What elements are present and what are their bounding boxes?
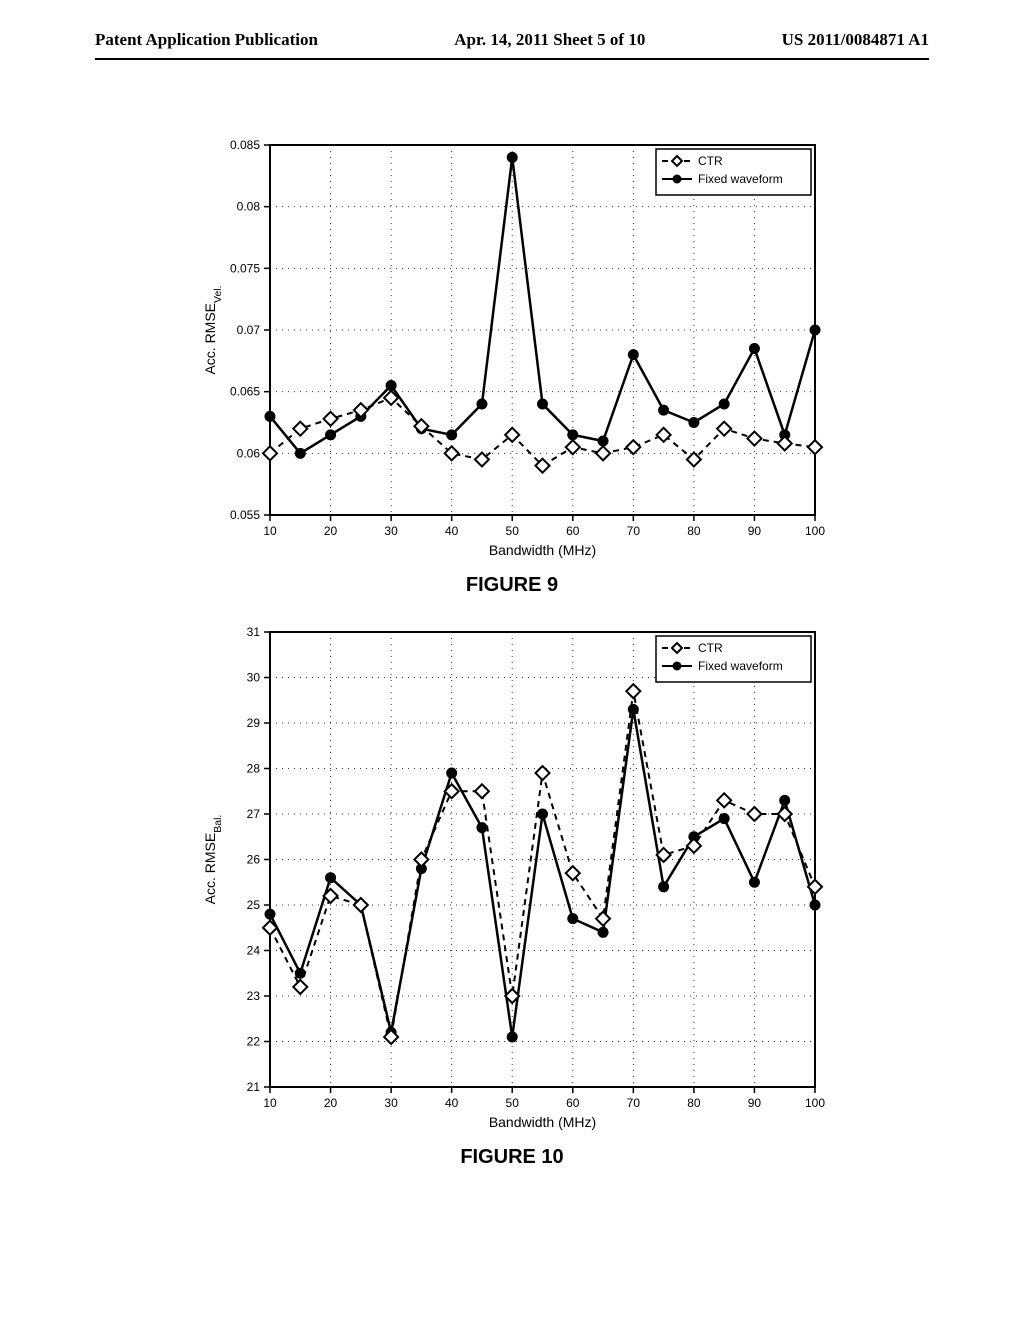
figure-9-chart: 10 20 30 40 50 60 70 80 90 100 0.055 0.06 0.065 0.07 0… xyxy=(195,130,830,570)
svg-text:50: 50 xyxy=(505,1096,519,1110)
svg-text:21: 21 xyxy=(246,1080,260,1094)
figures-container: 10 20 30 40 50 60 70 80 90 100 0.055 0.06 0.065 0.07 0… xyxy=(0,130,1024,1169)
svg-text:26: 26 xyxy=(246,853,260,867)
svg-text:29: 29 xyxy=(246,716,260,730)
svg-text:23: 23 xyxy=(246,989,260,1003)
svg-text:70: 70 xyxy=(626,1096,640,1110)
header-rule xyxy=(95,58,929,60)
header-center: Apr. 14, 2011 Sheet 5 of 10 xyxy=(454,30,645,50)
page-header: Patent Application Publication Apr. 14, … xyxy=(0,0,1024,58)
svg-text:10: 10 xyxy=(263,524,277,538)
svg-text:Acc. RMSEBal.: Acc. RMSEBal. xyxy=(202,815,224,905)
svg-text:28: 28 xyxy=(246,762,260,776)
svg-text:100: 100 xyxy=(804,524,824,538)
svg-text:0.08: 0.08 xyxy=(236,200,260,214)
figure-10-chart: 10 20 30 40 50 60 70 80 90 100 21 22 23 24 25 26 27 28 29 3… xyxy=(195,617,830,1142)
header-right: US 2011/0084871 A1 xyxy=(782,30,929,50)
svg-text:0.055: 0.055 xyxy=(229,508,259,522)
svg-text:27: 27 xyxy=(246,807,260,821)
svg-text:0.085: 0.085 xyxy=(229,138,259,152)
svg-text:70: 70 xyxy=(626,524,640,538)
header-left: Patent Application Publication xyxy=(95,30,318,50)
svg-text:80: 80 xyxy=(687,1096,701,1110)
page: Patent Application Publication Apr. 14, … xyxy=(0,0,1024,1320)
svg-text:30: 30 xyxy=(246,671,260,685)
svg-text:Fixed waveform: Fixed waveform xyxy=(698,172,783,186)
svg-text:50: 50 xyxy=(505,524,519,538)
svg-text:80: 80 xyxy=(687,524,701,538)
svg-text:40: 40 xyxy=(444,524,458,538)
svg-text:Fixed waveform: Fixed waveform xyxy=(698,659,783,673)
svg-text:22: 22 xyxy=(246,1035,260,1049)
figure-10-caption: FIGURE 10 xyxy=(195,1146,830,1169)
svg-text:20: 20 xyxy=(323,524,337,538)
svg-text:CTR: CTR xyxy=(698,154,723,168)
svg-text:Bandwidth (MHz): Bandwidth (MHz) xyxy=(488,542,595,558)
svg-text:40: 40 xyxy=(444,1096,458,1110)
svg-text:60: 60 xyxy=(566,1096,580,1110)
svg-text:0.06: 0.06 xyxy=(236,446,260,460)
svg-text:Acc. RMSEVel.: Acc. RMSEVel. xyxy=(202,285,224,374)
svg-text:24: 24 xyxy=(246,944,260,958)
svg-text:20: 20 xyxy=(323,1096,337,1110)
svg-text:CTR: CTR xyxy=(698,641,723,655)
figure-9-caption: FIGURE 9 xyxy=(195,574,830,597)
svg-text:0.075: 0.075 xyxy=(229,261,259,275)
svg-text:0.07: 0.07 xyxy=(236,323,260,337)
svg-text:90: 90 xyxy=(747,524,761,538)
figure-9-block: 10 20 30 40 50 60 70 80 90 100 0.055 0.06 0.065 0.07 0… xyxy=(195,130,830,597)
svg-text:10: 10 xyxy=(263,1096,277,1110)
svg-text:Bandwidth (MHz): Bandwidth (MHz) xyxy=(488,1114,595,1130)
svg-text:30: 30 xyxy=(384,524,398,538)
svg-text:100: 100 xyxy=(804,1096,824,1110)
svg-text:60: 60 xyxy=(566,524,580,538)
svg-text:25: 25 xyxy=(246,898,260,912)
svg-text:30: 30 xyxy=(384,1096,398,1110)
svg-text:0.065: 0.065 xyxy=(229,385,259,399)
svg-text:31: 31 xyxy=(246,625,260,639)
figure-10-block: 10 20 30 40 50 60 70 80 90 100 21 22 23 24 25 26 27 28 29 3… xyxy=(195,617,830,1169)
svg-text:90: 90 xyxy=(747,1096,761,1110)
